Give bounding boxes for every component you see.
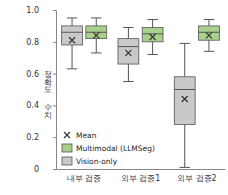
median: [199, 32, 220, 33]
plot-area: [62, 18, 220, 167]
x-tick: 외부 검증2: [177, 169, 217, 183]
whisker-cap-max: [91, 17, 101, 18]
median: [62, 32, 83, 33]
x-tick-label: 외부 검증2: [177, 174, 217, 183]
whisker-cap-min: [123, 81, 133, 82]
box: [142, 27, 163, 41]
box: [86, 26, 107, 39]
lower-whisker: [152, 42, 153, 55]
legend-marker: [64, 132, 70, 138]
legend-entry: Multimodal (LLMSeg): [62, 144, 155, 153]
upper-whisker: [72, 18, 73, 26]
y-axis-line: [53, 11, 57, 170]
y-tick-label: 0: [34, 165, 39, 174]
upper-whisker: [208, 20, 209, 26]
box-group: [174, 43, 195, 167]
legend-label: Multimodal (LLMSeg): [76, 144, 155, 153]
y-tick-label: 1.0: [26, 6, 39, 15]
legend-label: Vision-only: [76, 157, 118, 166]
whisker-cap-max: [123, 27, 133, 28]
y-axis-title: 정확도 수치: [43, 65, 52, 120]
whisker-cap-min: [180, 167, 190, 168]
y-tick-label: 0.4: [26, 101, 39, 110]
median: [174, 89, 195, 90]
x-tick-label: 내부 검증: [67, 174, 102, 183]
whisker-cap-min: [67, 68, 77, 69]
upper-whisker: [96, 18, 97, 26]
chart: 0 0.2 0.4 0.6 0.8 1.0 정확도 수치내부 검증 외부 검증1 외부 검증2 M…: [0, 0, 228, 195]
mean-marker: [125, 50, 131, 56]
box: [174, 77, 195, 125]
mean-marker: [206, 32, 212, 38]
y-tick-mark: [53, 105, 56, 106]
box-group: [118, 27, 139, 81]
legend-entry: Vision-only: [62, 157, 118, 166]
box: [62, 26, 83, 45]
mean-marker: [93, 32, 99, 38]
x-tick: 내부 검증: [67, 169, 102, 183]
upper-whisker: [152, 20, 153, 28]
mean-marker: [150, 34, 156, 40]
y-axis: 0 0.2 0.4 0.6 0.8 1.0: [26, 6, 56, 174]
box-group: [199, 20, 220, 52]
lower-whisker: [208, 40, 209, 51]
legend: Mean Multimodal (LLMSeg) Vision-only: [62, 131, 155, 166]
lower-whisker: [128, 64, 129, 81]
median: [142, 33, 163, 34]
x-tick: 외부 검증1: [121, 169, 161, 183]
y-tick-mark: [53, 137, 56, 138]
y-tick: 0: [34, 165, 56, 174]
lower-whisker: [72, 45, 73, 69]
x-axis: 내부 검증 외부 검증1 외부 검증2: [57, 169, 226, 183]
y-tick-mark: [53, 42, 56, 43]
legend-entry: Mean: [64, 131, 97, 140]
legend-swatch: [62, 157, 72, 165]
box-group: [62, 18, 83, 69]
whisker-cap-min: [147, 54, 157, 55]
legend-swatch: [62, 144, 72, 152]
y-tick: 1.0: [26, 6, 56, 15]
whisker-cap-max: [147, 19, 157, 20]
whisker-cap-max: [204, 19, 214, 20]
y-tick: 0.2: [26, 133, 56, 142]
box-group: [142, 20, 163, 55]
y-tick-mark: [53, 74, 56, 75]
upper-whisker: [128, 27, 129, 38]
median: [86, 32, 107, 33]
x-axis-line: [57, 169, 226, 170]
whisker-cap-max: [67, 17, 77, 18]
y-tick-label: 0.8: [26, 38, 39, 47]
whisker-cap-min: [204, 51, 214, 52]
box-group: [86, 18, 107, 53]
upper-whisker: [184, 43, 185, 76]
whisker-cap-min: [91, 52, 101, 53]
y-tick-label: 0.2: [26, 133, 39, 142]
box: [118, 39, 139, 64]
legend-label: Mean: [76, 131, 97, 140]
y-tick: 0.8: [26, 38, 56, 47]
y-tick-mark: [53, 169, 56, 170]
box: [199, 26, 220, 40]
lower-whisker: [96, 39, 97, 53]
y-tick-label: 0.6: [26, 70, 39, 79]
whisker-cap-max: [180, 43, 190, 44]
x-tick-label: 외부 검증1: [121, 174, 161, 183]
median: [118, 46, 139, 47]
y-tick: 0.6: [26, 70, 56, 79]
y-tick: 0.4: [26, 101, 56, 110]
mean-marker: [182, 96, 188, 102]
lower-whisker: [184, 124, 185, 167]
y-tick-mark: [53, 10, 56, 11]
mean-marker: [69, 37, 75, 43]
